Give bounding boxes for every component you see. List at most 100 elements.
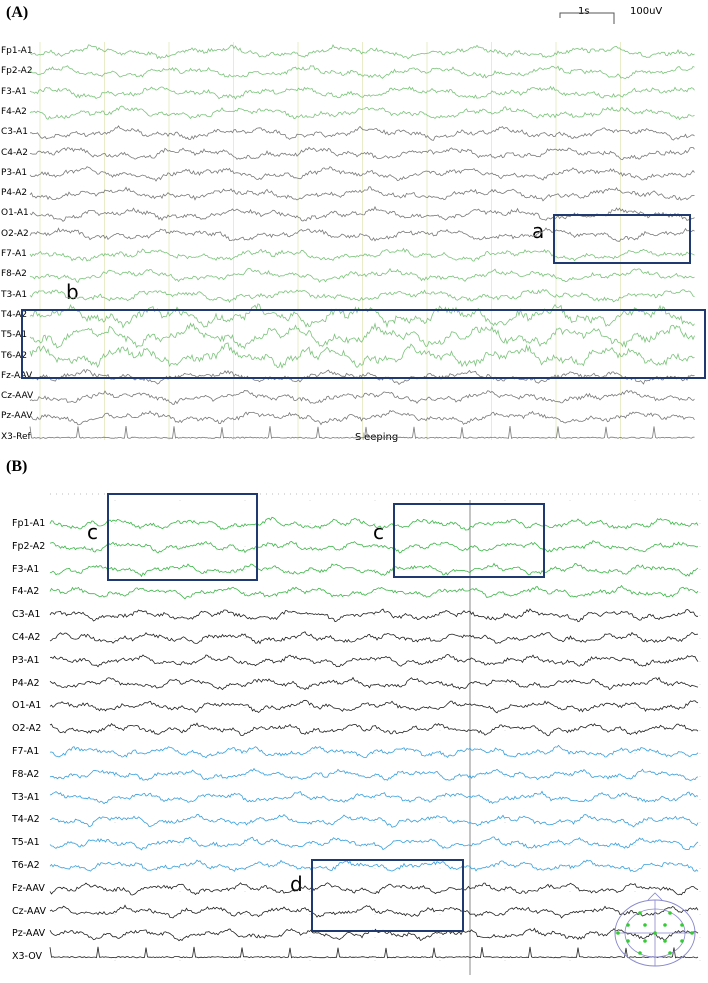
channel-label-a: T3-A1	[1, 289, 28, 300]
channel-label-a: P3-A1	[1, 167, 28, 178]
annotation-c-2: c	[373, 520, 384, 544]
waveform-a-O1-A1	[29, 205, 695, 222]
electrode-dots	[616, 911, 694, 955]
channel-label-b: Pz-AAV	[12, 928, 46, 940]
waveform-b-C3-A1	[49, 608, 698, 623]
electrode-dot	[616, 931, 620, 935]
waveform-a-P3-A1	[29, 166, 695, 182]
channel-label-a: C4-A2	[1, 147, 28, 158]
channel-label-a: O1-A1	[1, 208, 29, 219]
channel-label-b: C4-A2	[12, 632, 41, 643]
channel-label-b: Fz-AAV	[12, 882, 45, 894]
waveform-b-F7-A1	[49, 744, 699, 759]
waveform-b-O2-A2	[49, 722, 699, 737]
waveform-b-Cz-AAV	[49, 904, 699, 919]
waveform-a-X3-Ref	[29, 426, 695, 440]
channel-label-b: X3-OV	[12, 951, 43, 963]
electrode-dot	[680, 923, 684, 927]
waveform-a-T5-A1	[29, 322, 695, 350]
electrode-dot	[638, 951, 642, 955]
waveform-b-Fp2-A2	[49, 540, 699, 554]
channel-label-a: P4-A2	[1, 188, 28, 199]
channel-label-a: Pz-AAV	[1, 411, 33, 422]
channel-label-b: Fp1-A1	[12, 518, 46, 529]
panel-a-label: (A)	[6, 4, 29, 21]
panel-b-label: (B)	[6, 458, 28, 475]
annotation-c-1: c	[87, 520, 98, 544]
electrode-dot	[643, 939, 647, 943]
waveform-a-O2-A2	[29, 227, 695, 242]
panel-b-gridlines	[50, 493, 701, 975]
highlight-box-b	[21, 309, 706, 379]
electrode-dot	[668, 951, 672, 955]
waveform-a-T3-A1	[29, 288, 695, 303]
channel-label-a: F3-A1	[1, 86, 27, 97]
channel-label-a: C3-A1	[1, 127, 28, 138]
channel-label-a: T4-A2	[1, 309, 28, 320]
electrode-dot	[663, 923, 667, 927]
waveform-a-F3-A1	[29, 85, 695, 100]
channel-label-b: F3-A1	[12, 563, 40, 575]
channel-label-b: P4-A2	[12, 677, 40, 689]
channel-label-b: F7-A1	[12, 746, 40, 757]
waveform-b-Fz-AAV	[49, 882, 699, 896]
waveform-a-F8-A2	[29, 267, 695, 283]
channel-label-a: T6-A2	[1, 350, 28, 361]
electrode-dot	[626, 923, 630, 927]
waveform-b-F8-A2	[49, 767, 699, 781]
channel-label-b: F8-A2	[12, 768, 40, 780]
electrode-dot	[680, 939, 684, 943]
annotation-a: a	[532, 219, 545, 243]
waveform-b-P3-A1	[49, 653, 699, 668]
channel-label-a: F7-A1	[1, 249, 27, 259]
electrode-dot	[643, 923, 647, 927]
channel-label-a: O2-A2	[1, 228, 29, 239]
waveform-a-Cz-AAV	[29, 389, 695, 405]
channel-label-a: F8-A2	[1, 269, 27, 280]
channel-label-b: T3-A1	[12, 791, 40, 803]
waveform-a-Fp2-A2	[29, 65, 695, 80]
channel-label-a: Fz-AAV	[1, 370, 33, 381]
electrode-dot	[663, 939, 667, 943]
waveform-b-F3-A1	[49, 562, 699, 578]
channel-label-b: Cz-AAV	[12, 905, 46, 917]
channel-label-b: O2-A2	[12, 723, 42, 735]
waveform-a-Fp1-A1	[29, 44, 695, 60]
channel-label-b: Fp2-A2	[12, 540, 46, 552]
waveform-b-O1-A1	[49, 699, 699, 714]
waveform-b-F4-A2	[49, 584, 699, 600]
channel-label-a: T5-A1	[1, 330, 28, 341]
waveform-b-T6-A2	[49, 859, 699, 872]
channel-label-a: F4-A2	[1, 106, 27, 117]
waveform-b-C4-A2	[49, 631, 699, 645]
channel-label-a: Fp2-A2	[1, 66, 33, 77]
waveform-b-T4-A2	[49, 813, 699, 828]
waveform-a-Pz-AAV	[29, 409, 695, 426]
waveform-a-C3-A1	[30, 125, 695, 141]
waveform-a-P4-A2	[29, 186, 695, 202]
waveform-b-T3-A1	[49, 790, 699, 805]
channel-label-b: O1-A1	[12, 700, 42, 712]
waveform-a-F7-A1	[29, 247, 695, 262]
channel-label-b: T6-A2	[12, 860, 40, 871]
waveform-b-P4-A2	[49, 676, 699, 691]
waveform-a-T6-A2	[29, 342, 695, 369]
waveform-a-F4-A2	[29, 105, 695, 121]
channel-label-b: T5-A1	[12, 837, 40, 849]
waveform-b-T5-A1	[49, 836, 699, 851]
waveform-a-C4-A2	[29, 146, 695, 161]
amplitude-scale-label: 100uV	[630, 6, 663, 17]
channel-label-b: F4-A2	[12, 586, 40, 598]
scale-bar	[559, 12, 615, 24]
highlight-box-c-right	[393, 503, 545, 578]
panel-b-waveforms	[49, 516, 699, 959]
annotation-d: d	[290, 872, 303, 896]
electrode-dot	[668, 911, 672, 915]
time-scale-label: 1s	[578, 6, 590, 17]
highlight-box-d	[311, 859, 464, 932]
panel-a-gridlines	[39, 42, 621, 440]
electrode-dot	[690, 931, 694, 935]
waveform-b-Fp1-A1	[49, 516, 699, 531]
electrode-dot	[638, 911, 642, 915]
